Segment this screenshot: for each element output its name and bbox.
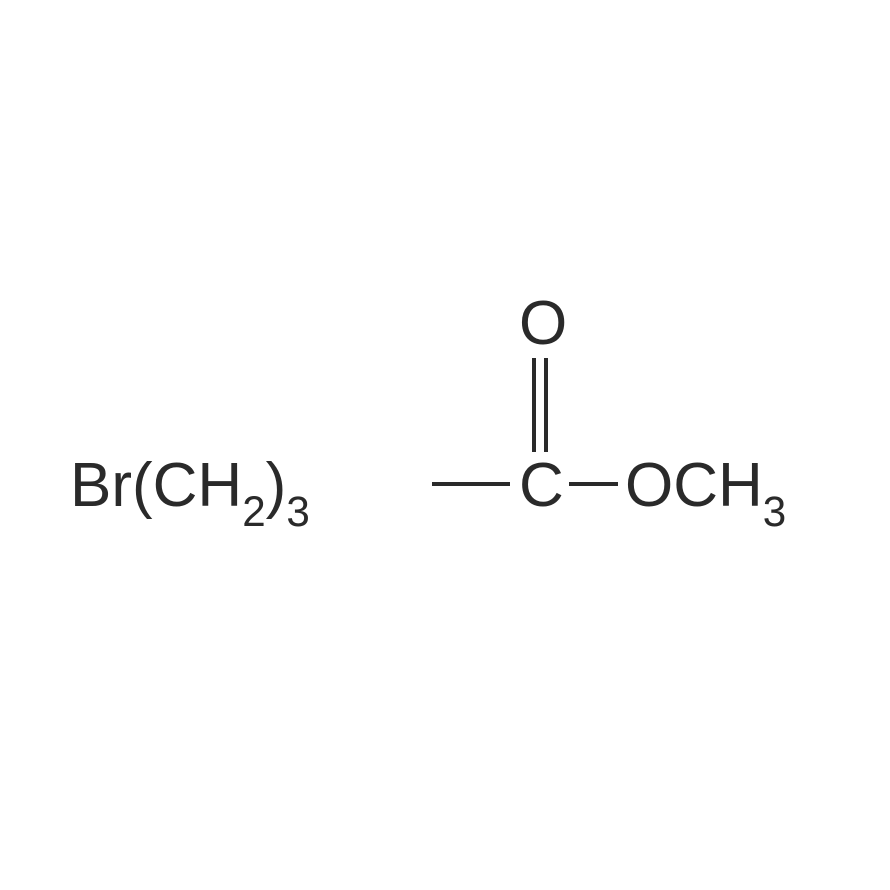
carbonyl-oxygen-label: O [519, 293, 567, 355]
subscript-3: 3 [286, 488, 309, 535]
subscript-2: 2 [242, 488, 265, 535]
text-paren: ) [266, 451, 287, 520]
text-och: OCH [625, 451, 763, 520]
text-o: O [519, 289, 567, 358]
methoxy-label: OCH3 [625, 455, 786, 527]
chemical-structure: Br(CH2)3 C O OCH3 [0, 0, 890, 890]
bond-lines [0, 0, 890, 890]
subscript-3b: 3 [763, 488, 786, 535]
text-c: C [519, 451, 564, 520]
text-br-ch: Br(CH [70, 451, 242, 520]
carbonyl-carbon-label: C [519, 455, 564, 517]
left-bromo-chain-label: Br(CH2)3 [70, 455, 310, 527]
